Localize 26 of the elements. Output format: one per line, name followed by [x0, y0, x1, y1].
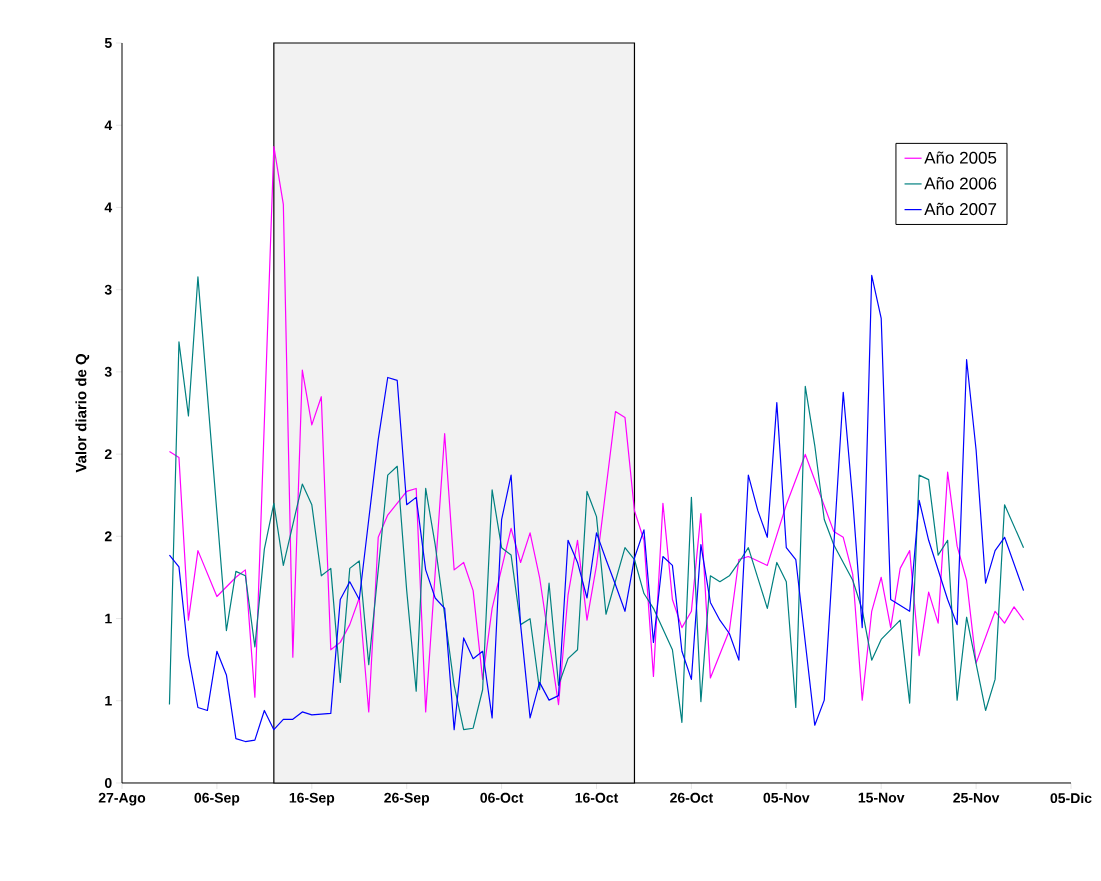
legend-label: Año 2007: [924, 202, 997, 216]
x-tick-label: 06-Oct: [480, 792, 524, 803]
x-tick-label: 06-Sep: [194, 792, 240, 806]
y-axis-title: Valor diario de Q: [75, 354, 90, 473]
x-tick-label: 26-Sep: [384, 792, 430, 806]
y-tick-label: 5: [104, 38, 112, 48]
x-tick-label: 05-Dic: [1050, 792, 1092, 804]
y-tick-label: 3: [104, 366, 112, 377]
y-tick-label: 3: [104, 284, 112, 295]
y-tick-label: 1: [105, 695, 112, 706]
legend-label: Año 2006: [924, 177, 997, 190]
legend-label: Año 2005: [924, 151, 997, 164]
x-tick-label: 05-Nov: [763, 792, 810, 803]
x-tick-label: 16-Sep: [289, 792, 335, 806]
y-tick-label: 4: [104, 120, 113, 131]
x-tick-label: 27-Ago: [98, 792, 146, 806]
y-tick-label: 2: [104, 449, 112, 460]
y-tick-label: 0: [104, 778, 112, 788]
y-tick-label: 1: [105, 613, 112, 624]
line-series: [168, 145, 1025, 713]
y-tick-label: 4: [104, 202, 113, 213]
x-tick-label: 16-Oct: [575, 792, 619, 803]
x-tick-label: 25-Nov: [953, 792, 1000, 803]
x-tick-label: 15-Nov: [858, 792, 905, 803]
x-tick-label: 26-Oct: [670, 792, 714, 803]
y-tick-label: 2: [104, 531, 112, 542]
